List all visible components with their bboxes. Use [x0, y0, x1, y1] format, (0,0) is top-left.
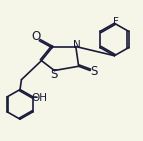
Text: N: N [73, 40, 81, 50]
Text: OH: OH [31, 93, 47, 103]
Text: S: S [90, 65, 97, 78]
Text: F: F [113, 17, 119, 27]
Text: O: O [32, 30, 41, 43]
Text: S: S [50, 68, 57, 81]
